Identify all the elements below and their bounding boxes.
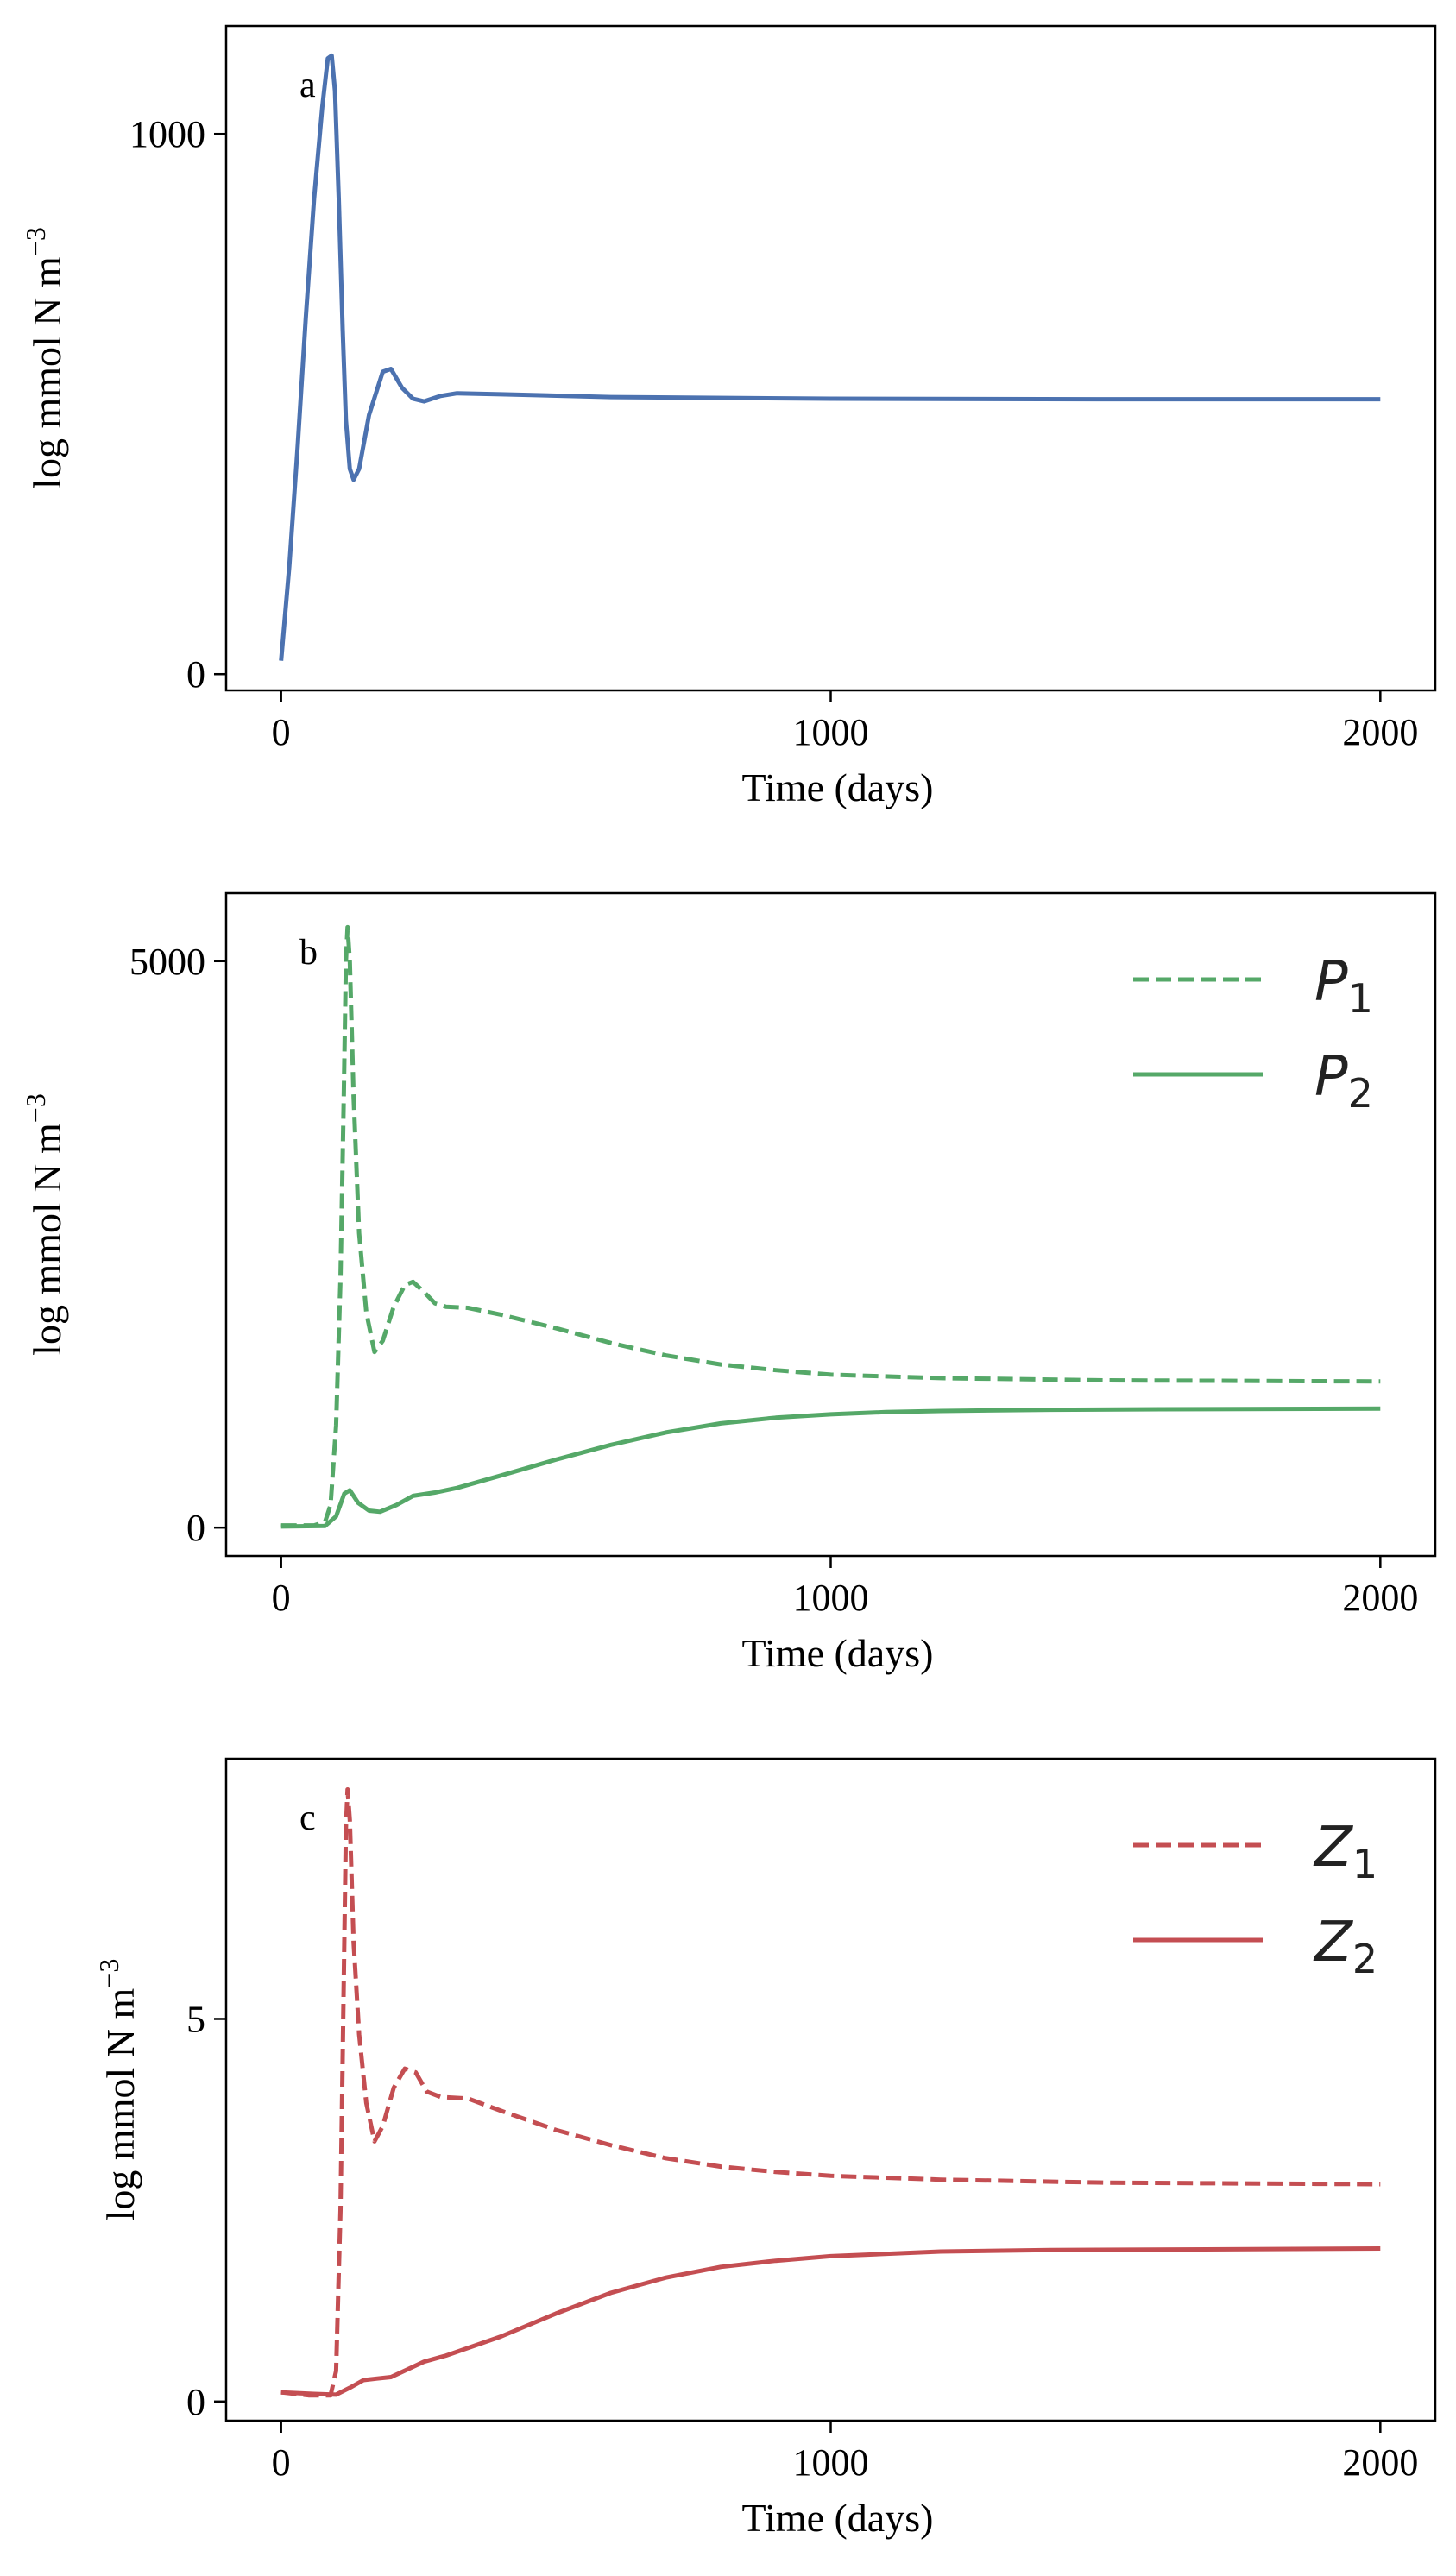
x-tick-label-a-0: 0 — [272, 711, 291, 753]
series-line-P1-b — [280, 924, 1381, 1528]
y-tick-label-a-1: 1000 — [129, 113, 205, 155]
y-tick-label-b-1: 5000 — [129, 941, 205, 983]
y-axis-label-a: log mmol N m−3 — [20, 227, 69, 489]
x-axis-label-b: Time (days) — [742, 1631, 934, 1675]
x-axis-label-c: Time (days) — [742, 2496, 934, 2540]
x-tick-label-b-1: 1000 — [793, 1577, 869, 1619]
legend-label-Z1-c: Z1 — [1313, 1816, 1377, 1887]
series-line-P2-b — [280, 1406, 1381, 1529]
y-tick-label-b-0: 0 — [186, 1507, 205, 1549]
y-axis-label-c: log mmol N m−3 — [93, 1959, 142, 2221]
y-axis-label-b: log mmol N m−3 — [20, 1093, 69, 1356]
x-tick-label-c-1: 1000 — [793, 2441, 869, 2484]
x-axis-label-a: Time (days) — [742, 765, 934, 809]
panel-a: 0 1000 2000 0 1000 Time (days) log mmol N m−3 a — [20, 24, 1437, 809]
panel-letter-a: a — [299, 66, 316, 105]
axes-frame-b — [224, 891, 1437, 1558]
legend-label-P1-b: P1 — [1314, 950, 1373, 1022]
x-tick-label-c-2: 2000 — [1342, 2441, 1418, 2484]
series-line-Z2-c — [280, 2246, 1381, 2397]
x-tick-label-b-2: 2000 — [1342, 1577, 1418, 1619]
x-tick-label-a-1: 1000 — [793, 711, 869, 753]
x-tick-label-a-2: 2000 — [1342, 711, 1418, 753]
legend-label-Z2-c: Z2 — [1313, 1911, 1377, 1982]
y-tick-label-a-0: 0 — [186, 653, 205, 696]
legend-label-P2-b: P2 — [1314, 1045, 1373, 1117]
panel-b: 0 1000 2000 0 5000 Time (days) log mmol N m−3 b… — [20, 891, 1437, 1675]
panel-letter-c: c — [299, 1798, 316, 1838]
axes-frame-c — [224, 1757, 1437, 2422]
series-line-Z1-c — [280, 1787, 1381, 2398]
panel-letter-b: b — [299, 933, 318, 973]
series-line-N-a — [279, 53, 1381, 661]
axes-frame-a — [224, 24, 1437, 692]
x-tick-label-c-0: 0 — [272, 2441, 291, 2484]
y-tick-label-c-1: 5 — [186, 1998, 205, 2040]
y-tick-label-c-0: 0 — [186, 2381, 205, 2423]
x-tick-label-b-0: 0 — [272, 1577, 291, 1619]
